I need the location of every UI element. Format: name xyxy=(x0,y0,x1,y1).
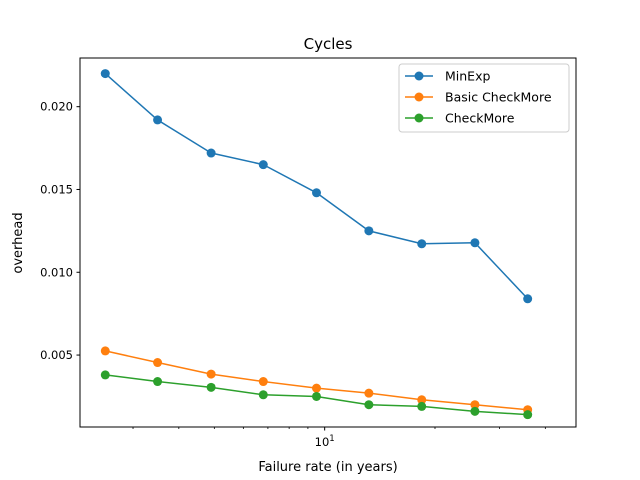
legend-label: MinExp xyxy=(445,69,490,84)
data-point xyxy=(153,115,163,125)
legend-swatch-marker xyxy=(414,113,424,123)
data-point xyxy=(100,69,110,79)
chart-title: Cycles xyxy=(304,35,353,53)
data-point xyxy=(206,369,216,379)
legend: MinExp Basic CheckMore CheckMore xyxy=(398,63,570,133)
legend-swatch-marker xyxy=(414,92,424,102)
data-point xyxy=(258,160,268,170)
data-point xyxy=(258,390,268,400)
y-tick-label: 0.005 xyxy=(40,348,73,362)
data-point xyxy=(523,410,533,420)
data-point xyxy=(153,358,163,368)
series-basic-checkmore xyxy=(100,346,533,415)
y-tick-label: 0.015 xyxy=(40,182,73,196)
axis-ticks: 0.005 0.010 0.015 0.020 101 xyxy=(40,100,546,449)
data-point xyxy=(153,377,163,387)
data-point xyxy=(470,400,480,410)
legend-label: CheckMore xyxy=(445,111,515,126)
x-tick-label: 101 xyxy=(315,434,335,449)
series-lines xyxy=(100,69,533,420)
series-checkmore xyxy=(100,370,533,420)
data-point xyxy=(417,239,427,249)
data-point xyxy=(100,370,110,380)
data-point xyxy=(312,383,322,393)
data-point xyxy=(312,391,322,401)
legend-box xyxy=(398,63,570,133)
legend-label: Basic CheckMore xyxy=(445,90,552,105)
legend-swatch-marker xyxy=(414,71,424,81)
y-tick-label: 0.010 xyxy=(40,265,73,279)
x-axis-label: Failure rate (in years) xyxy=(258,460,397,475)
y-axis-label: overhead xyxy=(11,212,26,273)
data-point xyxy=(470,406,480,416)
data-point xyxy=(364,226,374,236)
y-tick-label: 0.020 xyxy=(40,100,73,114)
data-point xyxy=(258,377,268,387)
data-point xyxy=(417,395,427,405)
data-point xyxy=(417,401,427,411)
data-point xyxy=(206,382,216,392)
data-point xyxy=(100,346,110,356)
data-point xyxy=(523,294,533,304)
data-point xyxy=(470,238,480,248)
data-point xyxy=(364,400,374,410)
plot-area-frame xyxy=(79,57,577,428)
data-point xyxy=(206,148,216,158)
data-point xyxy=(312,188,322,198)
data-point xyxy=(364,388,374,398)
series-minexp xyxy=(100,69,533,304)
